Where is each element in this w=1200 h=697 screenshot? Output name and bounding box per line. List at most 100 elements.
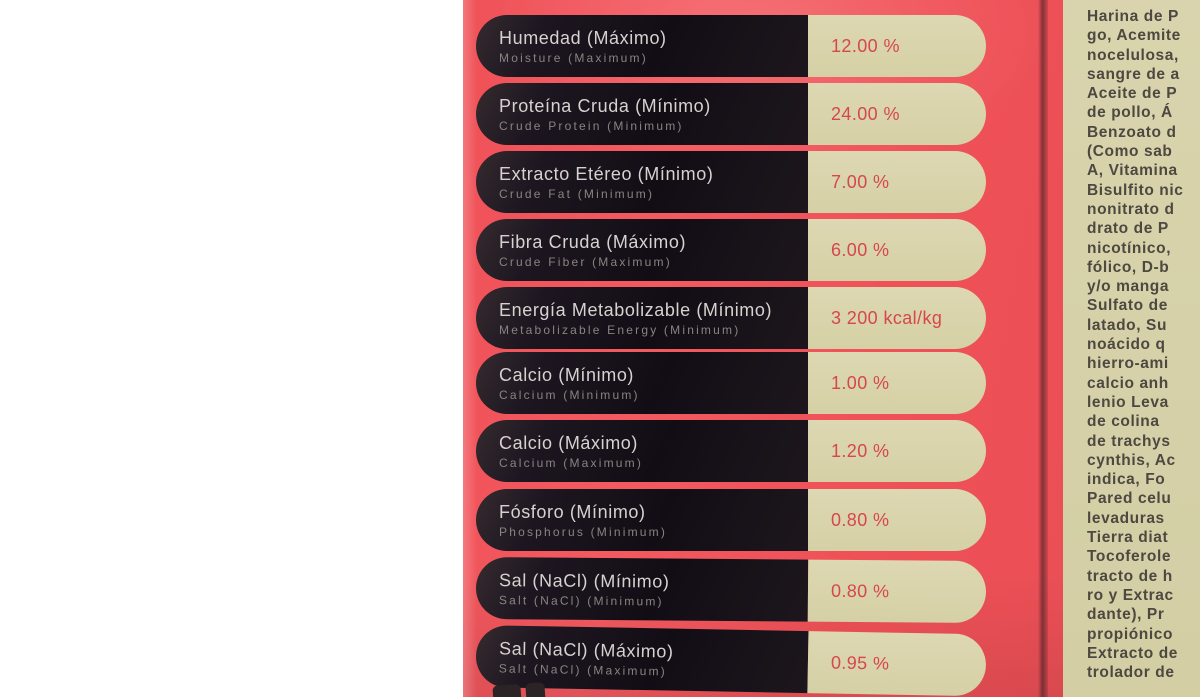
nutrient-name-es: Fibra Cruda (Máximo) xyxy=(499,231,687,252)
nutrient-name-es: Fósforo (Mínimo) xyxy=(499,501,646,522)
nutrient-value: 7.00 % xyxy=(831,171,890,192)
nutrient-value: 3 200 kcal/kg xyxy=(831,307,943,328)
nutrient-label-pill: Sal (NaCl) (Mínimo) Salt (NaCl) (Minimum… xyxy=(475,557,809,622)
nutrient-value-pill: 7.00 % xyxy=(808,151,986,213)
ingredient-line: fólico, D-b xyxy=(1087,258,1170,276)
nutrient-value: 6.00 % xyxy=(831,239,890,260)
nutrient-label-pill: Calcio (Máximo) Calcium (Maximum) xyxy=(476,420,808,482)
pet-food-package: Humedad (Máximo) Moisture (Maximum) 12.0… xyxy=(463,0,1200,697)
ingredient-line: y/o manga xyxy=(1087,278,1170,296)
nutrient-name-es: Sal (NaCl) (Máximo) xyxy=(498,637,674,662)
nutrition-row: Fibra Cruda (Máximo) Crude Fiber (Maximu… xyxy=(476,219,986,281)
nutrient-name-en: Crude Fat (Minimum) xyxy=(499,186,655,201)
nutrient-value: 0.80 % xyxy=(831,509,890,530)
nutrient-value-pill: 1.00 % xyxy=(808,352,986,414)
nutrient-label-pill: Energía Metabolizable (Mínimo) Metaboliz… xyxy=(476,287,808,349)
ingredient-line: dante), Pr xyxy=(1087,606,1165,624)
ingredient-line: A, Vitamina xyxy=(1087,162,1178,180)
ingredients-column: Harina de P go, Acemite nocelulosa, sangre … xyxy=(1063,0,1200,697)
nutrient-value: 1.20 % xyxy=(831,440,890,461)
ingredient-line: Bisulfito nic xyxy=(1087,181,1184,199)
nutrient-label-pill: Humedad (Máximo) Moisture (Maximum) xyxy=(476,15,808,77)
ingredient-line: Harina de P xyxy=(1087,8,1179,25)
nutrient-name-en: Metabolizable Energy (Minimum) xyxy=(499,322,741,337)
nutrient-value: 12.00 % xyxy=(831,35,900,56)
nutrition-row: Sal (NaCl) (Mínimo) Salt (NaCl) (Minimum… xyxy=(475,557,987,624)
nutrient-value-pill: 3 200 kcal/kg xyxy=(808,287,986,349)
ingredient-line: de colina xyxy=(1087,413,1160,431)
nutrition-row: Fósforo (Mínimo) Phosphorus (Minimum) 0.… xyxy=(476,489,986,551)
ingredient-line: calcio anh xyxy=(1087,374,1169,392)
ingredient-line: nonitrato d xyxy=(1087,200,1175,218)
ingredient-line: noácido q xyxy=(1087,336,1166,354)
nutrition-row: Humedad (Máximo) Moisture (Maximum) 12.0… xyxy=(476,15,986,77)
ingredient-line: latado, Su xyxy=(1087,316,1168,334)
ingredient-line: lenio Leva xyxy=(1087,393,1169,411)
ingredient-line: Tocoferole xyxy=(1087,548,1172,566)
nutrient-name-es: Energía Metabolizable (Mínimo) xyxy=(499,299,773,320)
nutrition-row: Calcio (Mínimo) Calcium (Minimum) 1.00 % xyxy=(476,352,986,414)
package-fold-shadow xyxy=(1038,0,1048,697)
nutrient-label-pill: Calcio (Mínimo) Calcium (Minimum) xyxy=(476,352,808,414)
ingredient-line: Benzoato d xyxy=(1087,123,1177,141)
white-letterbox xyxy=(0,0,463,697)
ingredient-line: propiónico xyxy=(1087,625,1174,643)
nutrient-value: 0.80 % xyxy=(830,580,890,601)
nutrient-value-pill: 12.00 % xyxy=(808,15,986,77)
nutrient-name-es: Extracto Etéreo (Mínimo) xyxy=(499,163,714,184)
ingredient-line: de trachys xyxy=(1087,432,1171,450)
nutrient-value-pill: 0.95 % xyxy=(807,631,987,697)
nutrient-name-en: Moisture (Maximum) xyxy=(499,50,648,65)
ingredient-line: levaduras xyxy=(1087,509,1165,527)
nutrient-name-es: Proteína Cruda (Mínimo) xyxy=(499,95,711,116)
ingredient-line: sangre de a xyxy=(1087,65,1180,83)
nutrition-row: Energía Metabolizable (Mínimo) Metaboliz… xyxy=(476,287,986,349)
nutrient-value-pill: 24.00 % xyxy=(808,83,986,145)
nutrient-value: 1.00 % xyxy=(831,372,890,393)
nutrient-name-es: Sal (NaCl) (Mínimo) xyxy=(498,569,670,592)
nutrient-value-pill: 1.20 % xyxy=(808,420,986,482)
nutrient-name-en: Crude Protein (Minimum) xyxy=(499,118,684,133)
nutrition-row: Calcio (Máximo) Calcium (Maximum) 1.20 % xyxy=(476,420,986,482)
nutrient-name-es: Calcio (Mínimo) xyxy=(499,364,635,385)
nutrient-label-pill: Extracto Etéreo (Mínimo) Crude Fat (Mini… xyxy=(476,151,808,213)
ingredient-line: ro y Extrac xyxy=(1087,586,1174,604)
nutrient-label-pill: Fibra Cruda (Máximo) Crude Fiber (Maximu… xyxy=(476,219,808,281)
ingredient-line: tracto de h xyxy=(1087,567,1173,585)
nutrient-name-es: Calcio (Máximo) xyxy=(499,432,639,453)
nutrient-name-en: Crude Fiber (Maximum) xyxy=(499,254,672,269)
nutrient-name-en: Phosphorus (Minimum) xyxy=(499,524,668,539)
nutrition-row: Sal (NaCl) (Máximo) Salt (NaCl) (Maximum… xyxy=(475,625,987,697)
nutrient-value-pill: 6.00 % xyxy=(808,219,986,281)
ingredient-line: drato de P xyxy=(1087,220,1169,238)
nutrient-name-en: Calcium (Minimum) xyxy=(499,387,640,402)
nutrient-name-en: Salt (NaCl) (Minimum) xyxy=(498,592,664,608)
ingredient-line: nicotínico, xyxy=(1087,239,1172,257)
ingredient-line: trolador de xyxy=(1087,664,1175,682)
nutrient-name-en: Salt (NaCl) (Maximum) xyxy=(498,660,668,679)
nutrition-row: Extracto Etéreo (Mínimo) Crude Fat (Mini… xyxy=(476,151,986,213)
ingredient-line: go, Acemite xyxy=(1087,27,1181,45)
nutrient-name-en: Calcium (Maximum) xyxy=(499,455,644,470)
partial-bottom-text xyxy=(492,682,546,697)
nutrition-row: Proteína Cruda (Mínimo) Crude Protein (M… xyxy=(476,83,986,145)
nutrient-label-pill: Proteína Cruda (Mínimo) Crude Protein (M… xyxy=(476,83,808,145)
nutrient-name-es: Humedad (Máximo) xyxy=(499,27,667,48)
nutrient-value: 0.95 % xyxy=(830,652,890,674)
ingredient-line: Pared celu xyxy=(1087,490,1172,508)
ingredient-line: cynthis, Ac xyxy=(1087,451,1176,469)
ingredient-line: Extracto de xyxy=(1087,644,1179,662)
ingredient-line: de pollo, Á xyxy=(1087,104,1173,122)
ingredient-line: hierro-ami xyxy=(1087,355,1169,373)
nutrient-label-pill: Fósforo (Mínimo) Phosphorus (Minimum) xyxy=(476,489,808,551)
ingredient-line: Sulfato de xyxy=(1087,297,1168,315)
ingredient-line: Tierra diat xyxy=(1087,529,1169,547)
ingredient-line: nocelulosa, xyxy=(1087,46,1179,64)
nutrient-value-pill: 0.80 % xyxy=(807,559,987,624)
nutrient-value-pill: 0.80 % xyxy=(808,489,986,551)
nutrient-value: 24.00 % xyxy=(831,103,900,124)
ingredient-line: Aceite de P xyxy=(1087,85,1178,103)
ingredient-line: indica, Fo xyxy=(1087,471,1166,489)
ingredient-line: (Como sab xyxy=(1087,143,1173,161)
